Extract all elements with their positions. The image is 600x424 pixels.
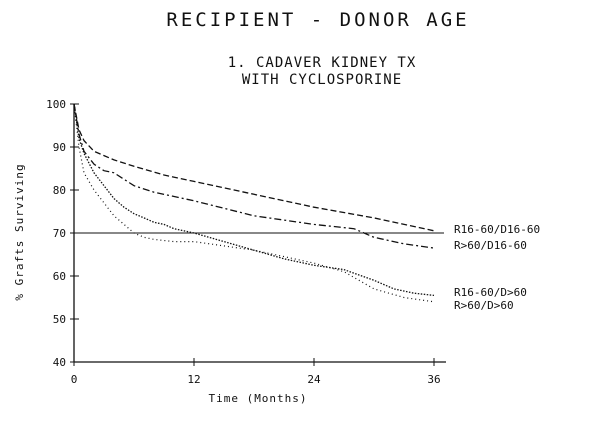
chart-subtitle-line-2: WITH CYCLOSPORINE bbox=[242, 72, 402, 88]
x-tick-label: 36 bbox=[427, 373, 440, 386]
x-tick-label: 0 bbox=[71, 373, 78, 386]
x-tick-label: 24 bbox=[307, 373, 321, 386]
series-label-3: R16-60/D>60 bbox=[454, 286, 527, 299]
chart-subtitle-line-1: 1. CADAVER KIDNEY TX bbox=[228, 55, 417, 71]
series-line-4 bbox=[73, 103, 435, 303]
series-line-1 bbox=[73, 103, 435, 232]
y-tick-label: 100 bbox=[46, 98, 66, 111]
x-axis-label: Time (Months) bbox=[208, 392, 307, 405]
y-tick-label: 60 bbox=[53, 270, 66, 283]
plot-area: 40 50 60 70 80 90 100 0 12 24 36 R16-60/D16-60 R>60/… bbox=[46, 98, 540, 386]
y-tick-label: 90 bbox=[53, 141, 66, 154]
y-tick-label: 80 bbox=[53, 184, 66, 197]
series-label-4: R>60/D>60 bbox=[454, 299, 514, 312]
series-label-1: R16-60/D16-60 bbox=[454, 223, 540, 236]
y-tick-label: 40 bbox=[53, 356, 66, 369]
chart-title: RECIPIENT - DONOR AGE bbox=[166, 9, 469, 31]
y-tick-label: 50 bbox=[53, 313, 66, 326]
y-tick-label: 70 bbox=[53, 227, 66, 240]
series-line-2 bbox=[73, 103, 435, 249]
series-label-2: R>60/D16-60 bbox=[454, 239, 527, 252]
y-axis-label: % Grafts Surviving bbox=[13, 163, 26, 300]
x-tick-label: 12 bbox=[187, 373, 200, 386]
series-line-3 bbox=[73, 103, 435, 297]
